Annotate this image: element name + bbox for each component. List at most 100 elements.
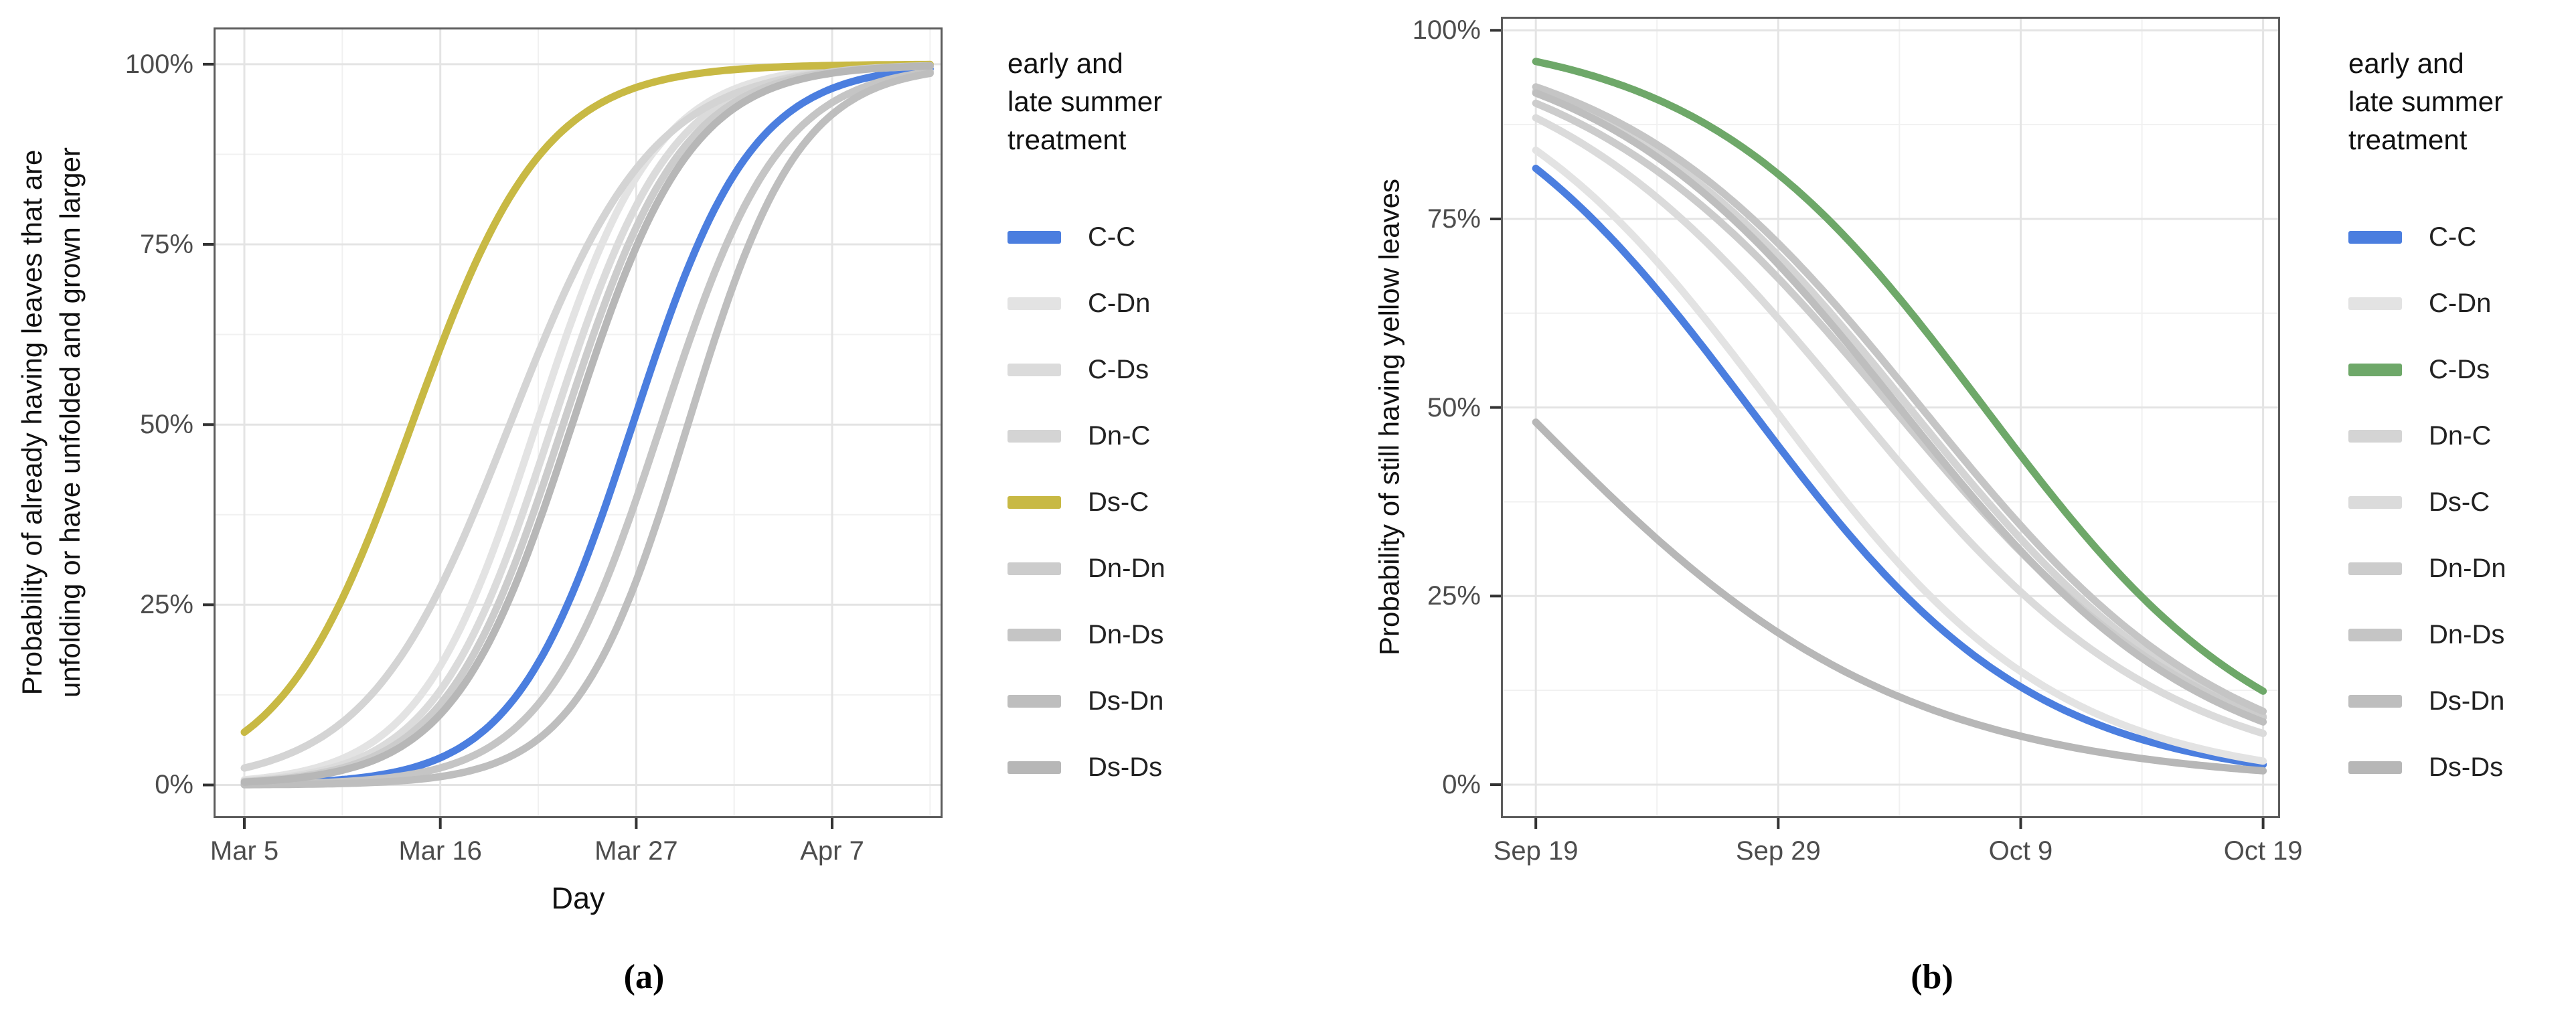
legend-title-line: late summer: [2348, 86, 2504, 117]
y-tick-label: 50%: [1427, 392, 1481, 422]
legend-swatch: [1008, 430, 1061, 443]
legend-title: early and late summer treatment: [2348, 44, 2503, 159]
y-tick-label: 50%: [139, 410, 193, 440]
legend-label: C-Dn: [1088, 289, 1151, 318]
legend-item: C-Dn: [1008, 270, 1150, 337]
legend-label: Ds-C: [1088, 487, 1149, 517]
legend-item: Dn-Dn: [2348, 536, 2506, 602]
legend-title-line: treatment: [1008, 124, 1127, 155]
panel-border: [214, 27, 943, 818]
legend-swatch: [2348, 231, 2402, 244]
plot-area-a: [203, 27, 943, 829]
legend-title-line: treatment: [2348, 124, 2468, 155]
legend-item: Dn-C: [1008, 403, 1150, 469]
curve-C-Ds: [1532, 58, 2267, 695]
curve-Ds-Ds: [1532, 418, 2267, 775]
legend-label: C-C: [1088, 222, 1136, 252]
panel-border: [1501, 17, 2280, 818]
legend-swatch: [1008, 629, 1061, 641]
y-tick-label: 0%: [155, 770, 193, 800]
legend-item: Dn-Dn: [1008, 536, 1165, 602]
legend-title-line: late summer: [1008, 86, 1163, 117]
curve-Dn-C: [240, 62, 934, 772]
legend-item: Dn-Ds: [2348, 602, 2504, 668]
x-tick-label: Sep 19: [1493, 836, 1579, 866]
legend-title: early and late summer treatment: [1008, 44, 1162, 159]
legend-swatch: [2348, 562, 2402, 575]
legend-label: Ds-C: [2429, 487, 2490, 517]
curve-C-C: [1532, 165, 2267, 769]
legend-swatch: [1008, 364, 1061, 376]
legend-swatch: [2348, 496, 2402, 509]
curve-Dn-Ds: [1532, 83, 2267, 715]
y-tick-label: 100%: [1412, 15, 1481, 46]
legend-label: Dn-Dn: [1088, 554, 1165, 583]
legend-item: Ds-Dn: [1008, 668, 1163, 734]
legend-swatch: [2348, 629, 2402, 641]
legend-title-line: early and: [1008, 48, 1123, 79]
legend-label: Dn-C: [2429, 421, 2492, 451]
legend-swatch: [1008, 231, 1061, 244]
legend-item: C-Ds: [2348, 337, 2490, 403]
y-axis-title-line: Probability of already having leaves tha…: [16, 149, 48, 696]
legend-item: Ds-Dn: [2348, 668, 2504, 734]
legend-swatch: [2348, 297, 2402, 310]
legend-label: Dn-Ds: [1088, 620, 1164, 649]
curve-Ds-C: [240, 60, 934, 736]
y-tick-label: 100%: [125, 49, 193, 79]
curve-Ds-C: [1532, 114, 2267, 737]
legend-item: Ds-C: [1008, 469, 1149, 536]
curve-Ds-Dn: [240, 70, 934, 789]
x-tick-label: Mar 5: [210, 836, 279, 866]
y-axis-title: Probability of already having leaves tha…: [13, 147, 89, 698]
legend-item: Ds-Ds: [2348, 734, 2503, 801]
legend-swatch: [2348, 364, 2402, 376]
curve-Ds-Ds: [240, 62, 934, 786]
y-tick-label: 75%: [139, 230, 193, 260]
legend-label: C-Ds: [1088, 355, 1149, 384]
legend-label: Dn-C: [1088, 421, 1151, 451]
legend-swatch: [1008, 496, 1061, 509]
legend-item: Dn-C: [2348, 403, 2491, 469]
legend-label: Ds-Dn: [2429, 686, 2505, 716]
x-tick-label: Oct 9: [1988, 836, 2053, 866]
legend-swatch: [2348, 695, 2402, 708]
legend-label: C-Dn: [2429, 289, 2492, 318]
legend-label: Ds-Ds: [2429, 753, 2504, 782]
legend-swatch: [1008, 761, 1061, 774]
legend-label: Dn-Ds: [2429, 620, 2505, 649]
legend-swatch: [2348, 761, 2402, 774]
legend-item: C-C: [1008, 204, 1135, 270]
y-tick-label: 75%: [1427, 204, 1481, 234]
legend-item: C-Ds: [1008, 337, 1149, 403]
curve-C-Dn: [1532, 146, 2267, 765]
x-tick-label: Apr 7: [800, 836, 864, 866]
legend-swatch: [1008, 562, 1061, 575]
panel-caption: (b): [1911, 958, 1953, 996]
x-tick-label: Oct 19: [2223, 836, 2303, 866]
y-tick-label: 25%: [139, 590, 193, 620]
legend-label: Ds-Dn: [1088, 686, 1164, 716]
x-tick-label: Mar 27: [594, 836, 678, 866]
legend-swatch: [1008, 695, 1061, 708]
legend-item: C-C: [2348, 204, 2476, 270]
panel-caption: (a): [623, 958, 665, 996]
legend-label: Ds-Ds: [1088, 753, 1163, 782]
y-tick-label: 0%: [1442, 769, 1481, 799]
legend-label: C-Ds: [2429, 355, 2490, 384]
curve-Dn-C: [1532, 87, 2267, 720]
legend-label: Dn-Dn: [2429, 554, 2506, 583]
curve-C-Ds: [240, 62, 934, 785]
legend-item: C-Dn: [2348, 270, 2491, 337]
curve-Ds-Dn: [1532, 89, 2267, 726]
legend-swatch: [1008, 297, 1061, 310]
legend-item: Dn-Ds: [1008, 602, 1163, 668]
x-axis-title: Day: [551, 881, 605, 915]
legend-title-line: early and: [2348, 48, 2464, 79]
x-tick-label: Sep 29: [1735, 836, 1821, 866]
legend-item: Ds-C: [2348, 469, 2490, 536]
plot-area-b: [1490, 17, 2280, 829]
legend-label: C-C: [2429, 222, 2477, 252]
legend-swatch: [2348, 430, 2402, 443]
